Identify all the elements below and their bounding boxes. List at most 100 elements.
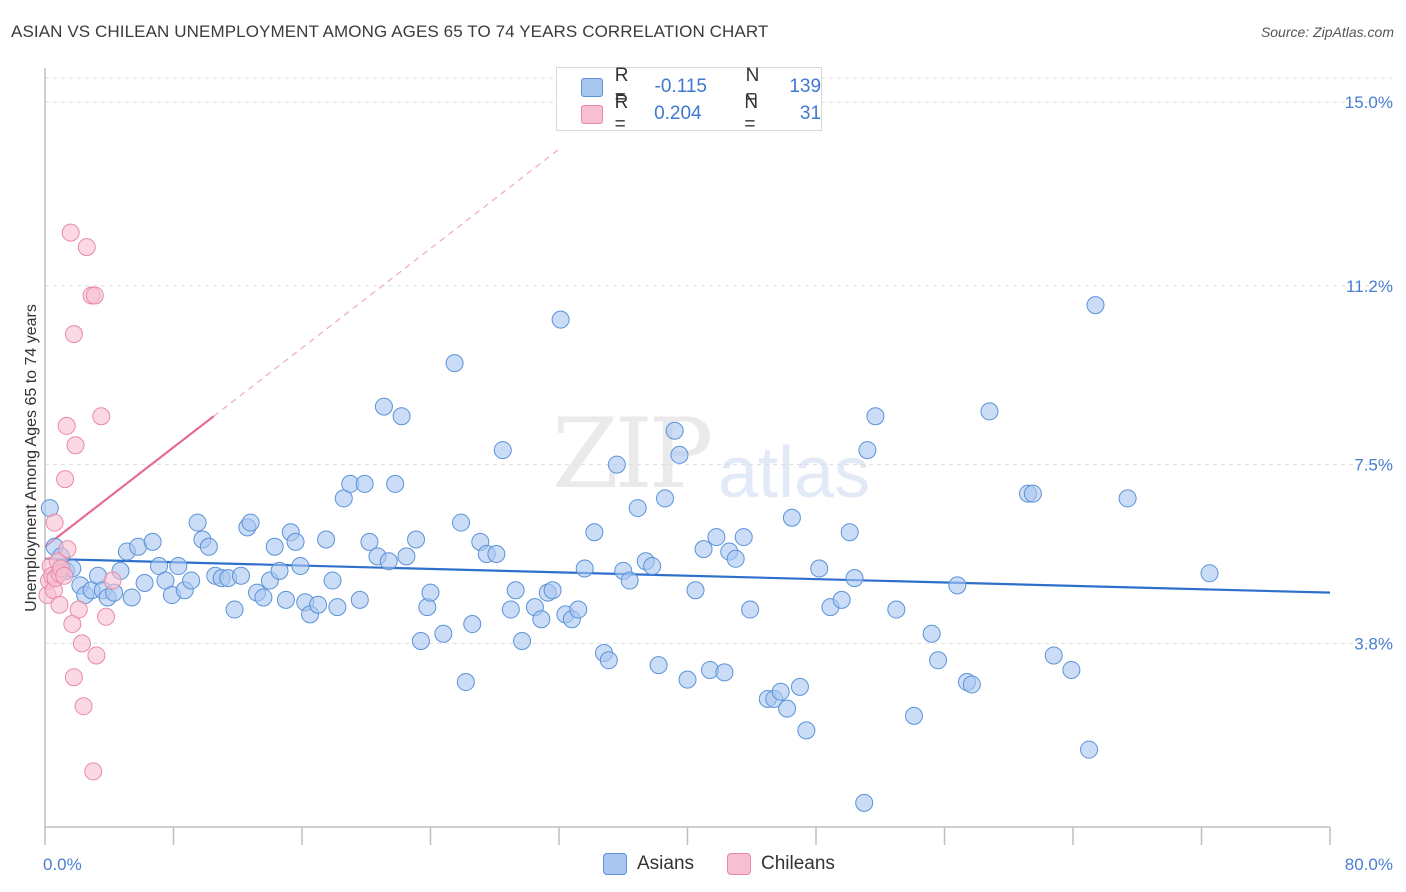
asian-point (392, 407, 411, 426)
x-tick-label-min: 0.0% (43, 855, 82, 874)
asian-point (452, 513, 471, 532)
asian-point (501, 600, 520, 619)
asian-point (771, 682, 790, 701)
asian-point (434, 624, 453, 643)
asian-point (1062, 660, 1081, 679)
chilean-point (92, 407, 111, 426)
source-label: Source: ZipAtlas.com (1260, 24, 1394, 40)
asian-point (291, 557, 310, 576)
asian-point (778, 699, 797, 718)
asian-point (855, 793, 874, 812)
asian-point (734, 528, 753, 547)
chilean-point (50, 595, 69, 614)
chilean-point (64, 325, 83, 344)
chilean-point (87, 646, 106, 665)
asians-r-value: -0.115 (654, 76, 707, 97)
asian-point (607, 455, 626, 474)
asian-point (254, 588, 273, 607)
asian-point (686, 581, 705, 600)
asian-point (741, 600, 760, 619)
asian-point (797, 721, 816, 740)
asian-point (715, 663, 734, 682)
asian-point (1044, 646, 1063, 665)
legend-row-asians: R = -0.115 N = 139 (581, 65, 822, 108)
asian-point (656, 489, 675, 508)
x-tick-label-max: 80.0% (1345, 855, 1393, 874)
asian-point (726, 549, 745, 568)
chilean-point (103, 571, 122, 590)
asians-n-value: 139 (789, 76, 822, 97)
asian-point (1023, 484, 1042, 503)
asian-point (832, 590, 851, 609)
tick-labels: 3.8% 7.5% 11.2% 15.0% 0.0% 80.0% (43, 93, 1393, 874)
asian-point (929, 651, 948, 670)
asian-point (790, 677, 809, 696)
asian-point (866, 407, 885, 426)
asian-point (643, 557, 662, 576)
asians-legend-label: Asians (637, 853, 695, 874)
chilean-point (66, 436, 85, 455)
legend: R = -0.115 N = 139 R = 0.204 N = 31 (556, 65, 822, 135)
asian-point (1118, 489, 1137, 508)
asian-point (309, 595, 328, 614)
asian-point (411, 631, 430, 650)
chilean-point (84, 762, 103, 781)
asian-point (840, 523, 859, 542)
y-axis-title: Unemployment Among Ages 65 to 74 years (23, 304, 40, 612)
asian-point (670, 445, 689, 464)
grid-lines (45, 77, 1392, 644)
asian-point (585, 523, 604, 542)
asians-points (40, 296, 1219, 812)
asian-point (980, 402, 999, 421)
asian-point (620, 571, 639, 590)
asian-point (122, 588, 141, 607)
asians-trend-line (44, 557, 1331, 594)
asian-point (270, 561, 289, 580)
asians-legend-swatch (603, 853, 627, 875)
chilean-point (69, 600, 88, 619)
bottom-legend-asians: Asians (603, 851, 694, 877)
chileans-legend-label: Chileans (761, 853, 835, 874)
asian-point (317, 530, 336, 549)
asian-point (407, 530, 426, 549)
asian-point (628, 499, 647, 518)
asian-point (188, 513, 207, 532)
y-tick-label: 11.2% (1346, 277, 1393, 296)
asian-point (694, 540, 713, 559)
asian-point (397, 547, 416, 566)
chilean-point (61, 223, 80, 242)
asian-point (858, 441, 877, 460)
chileans-swatch (581, 104, 603, 124)
asian-point (360, 532, 379, 551)
asian-point (265, 537, 284, 556)
asian-point (328, 598, 347, 617)
chilean-point (72, 634, 91, 653)
chileans-trend-line (44, 415, 215, 548)
chileans-trend-extension (213, 148, 560, 417)
asian-point (904, 706, 923, 725)
asian-point (962, 675, 981, 694)
asian-point (350, 590, 369, 609)
legend-row-chileans: R = 0.204 N = 31 (581, 92, 821, 135)
y-tick-label: 3.8% (1354, 634, 1393, 653)
legend-r-label: R = (614, 92, 629, 135)
asian-point (1080, 740, 1099, 759)
asian-point (182, 571, 201, 590)
asian-point (456, 673, 475, 692)
asian-point (199, 537, 218, 556)
asian-point (487, 544, 506, 563)
asian-point (276, 590, 295, 609)
legend-n-label: N = (744, 92, 759, 135)
asian-point (948, 576, 967, 595)
asian-point (575, 559, 594, 578)
asian-point (463, 615, 482, 634)
axes (44, 68, 1331, 845)
asian-point (493, 441, 512, 460)
asian-point (374, 397, 393, 416)
asian-point (241, 513, 260, 532)
legend-n-label: N = (745, 65, 760, 108)
asian-point (1200, 564, 1219, 583)
asian-point (543, 581, 562, 600)
asian-point (845, 569, 864, 588)
